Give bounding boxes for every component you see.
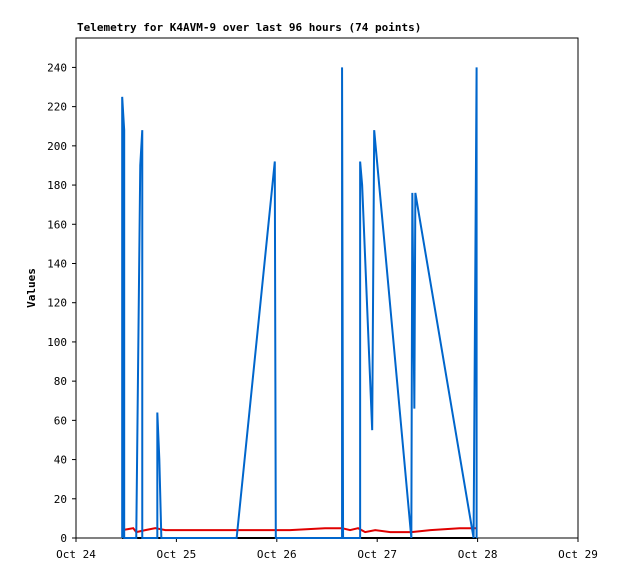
x-tick-label: Oct 25	[157, 548, 197, 561]
y-tick-label: 40	[54, 454, 67, 467]
y-tick-label: 220	[47, 101, 67, 114]
y-tick-label: 200	[47, 140, 67, 153]
y-tick-label: 80	[54, 375, 67, 388]
plot-frame	[75, 37, 579, 539]
y-tick-label: 20	[54, 493, 67, 506]
x-tick-label: Oct 28	[458, 548, 498, 561]
y-tick-label: 240	[47, 61, 67, 74]
x-tick-label: Oct 24	[56, 548, 96, 561]
y-tick-label: 60	[54, 414, 67, 427]
y-tick-label: 100	[47, 336, 67, 349]
data-line	[122, 527, 477, 534]
y-axis-label: Values	[25, 268, 38, 308]
x-tick-label: Oct 29	[558, 548, 598, 561]
x-tick-label: Oct 26	[257, 548, 297, 561]
x-tick-label: Oct 27	[357, 548, 397, 561]
y-tick-label: 0	[60, 532, 67, 545]
data-line	[121, 67, 478, 539]
y-tick-label: 140	[47, 257, 67, 270]
chart-title: Telemetry for K4AVM-9 over last 96 hours…	[77, 21, 421, 34]
y-tick-label: 160	[47, 218, 67, 231]
y-tick-label: 120	[47, 297, 67, 310]
y-tick-label: 180	[47, 179, 67, 192]
